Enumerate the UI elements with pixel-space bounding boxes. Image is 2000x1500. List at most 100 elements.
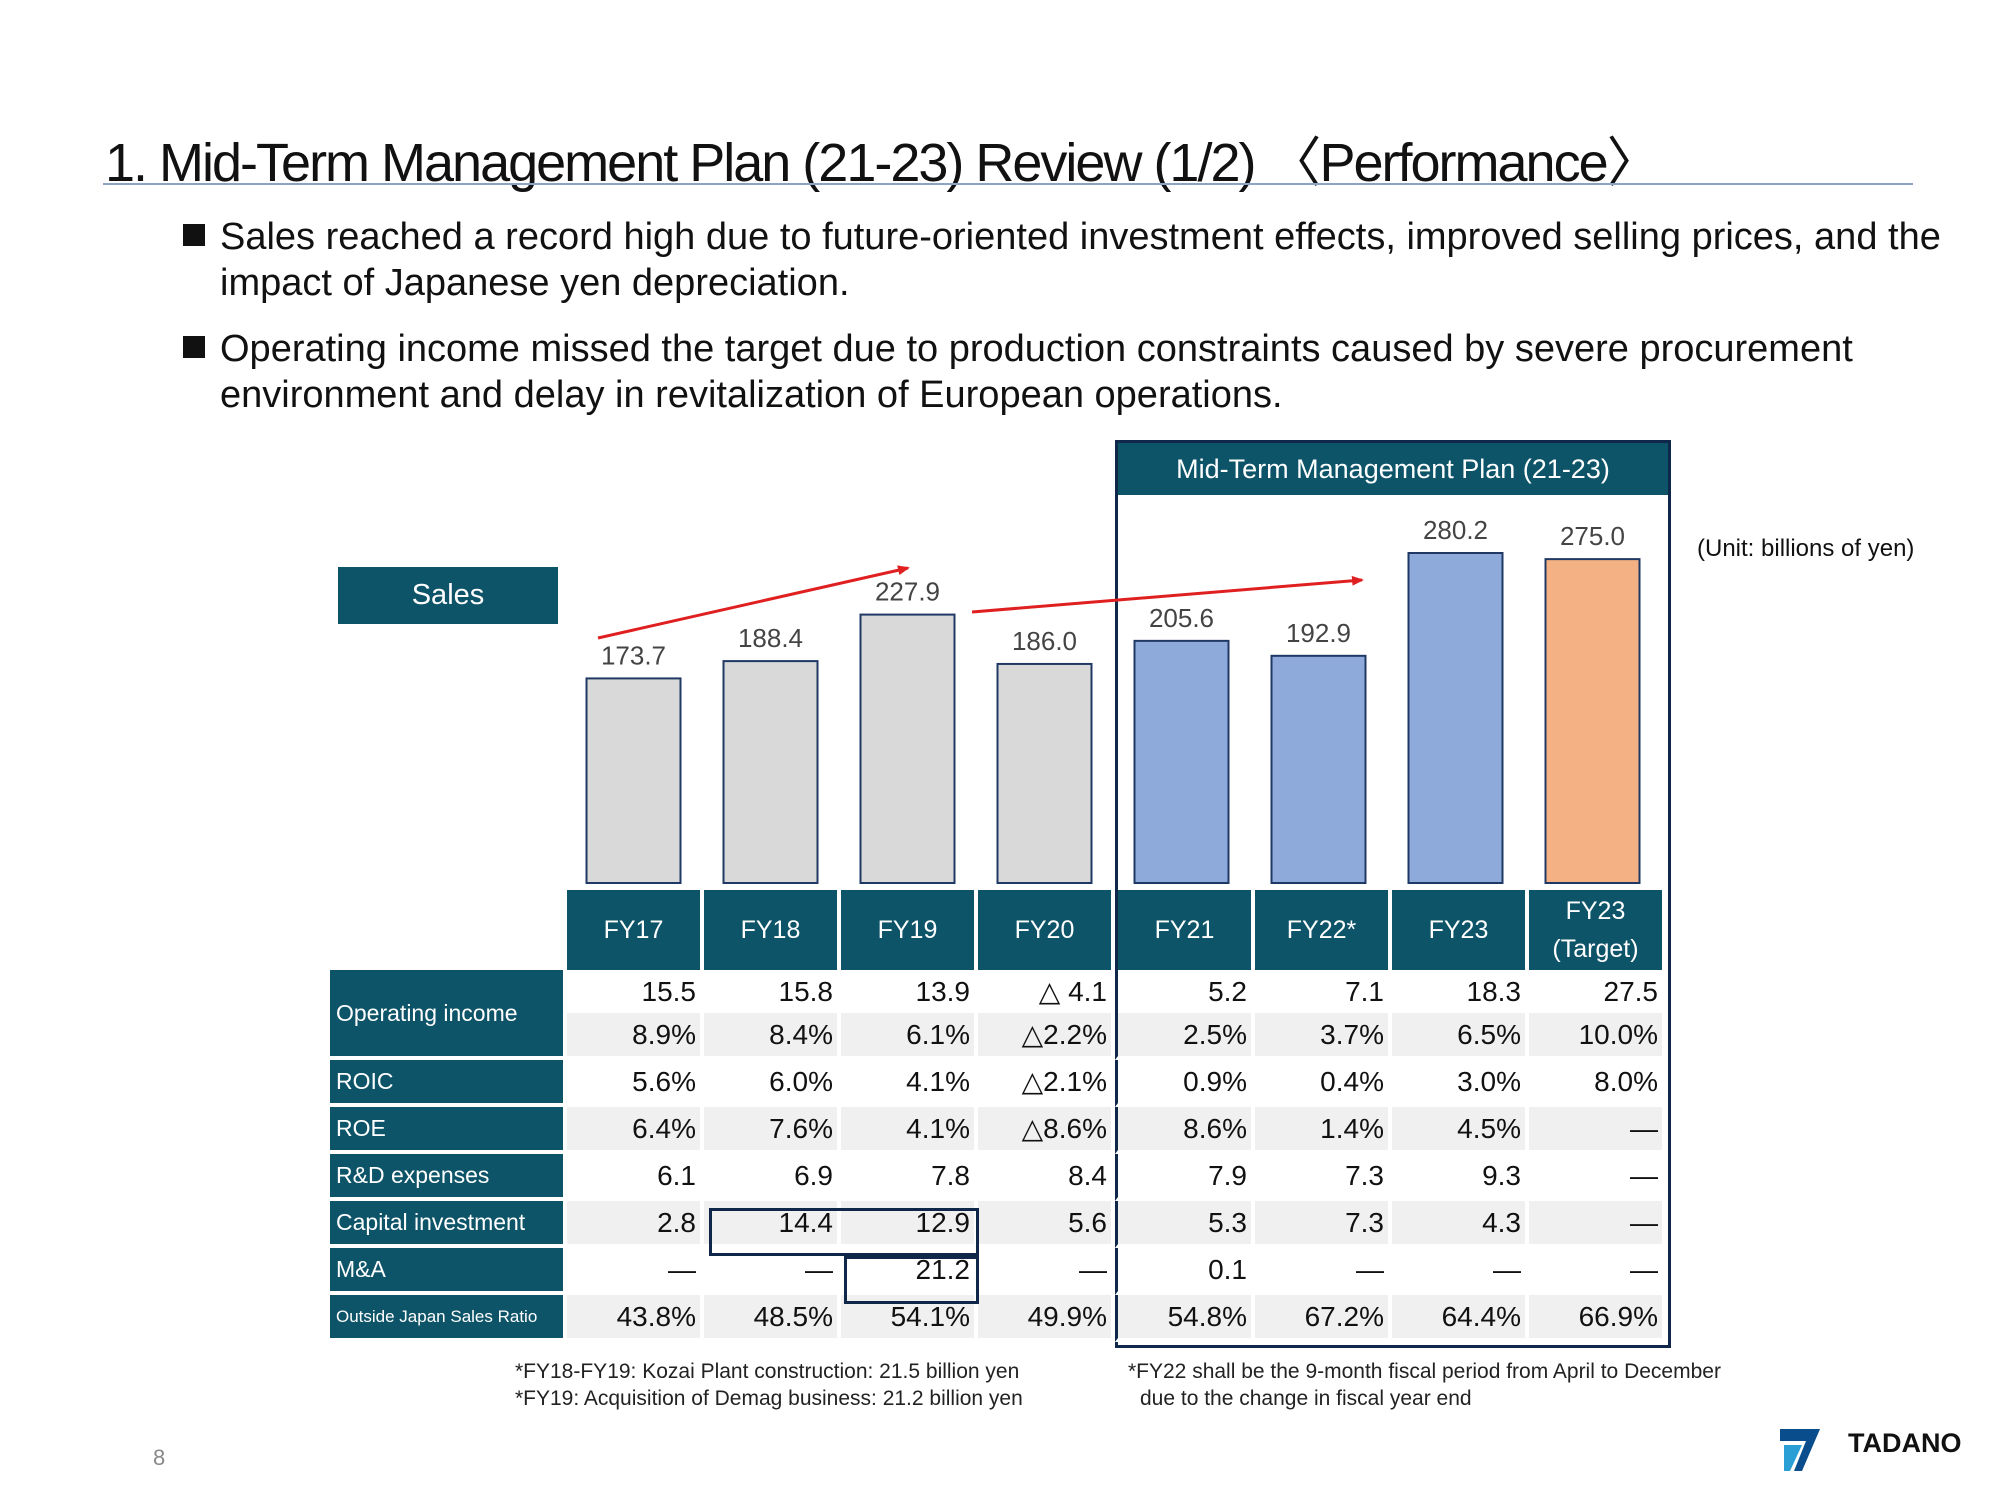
financial-table: FY17 FY18 FY19 FY20 FY21 FY22* FY23 FY23 (Target… [330,890,1666,1342]
table-cell: 4.1% [841,1107,978,1154]
table-cell: 0.1 [1115,1248,1255,1295]
column-header-label: FY22* [1286,916,1357,944]
bar-value-label: 205.6 [1149,603,1214,633]
table-cell: ― [1529,1107,1666,1154]
table-cell: 3.0% [1392,1060,1529,1107]
table-cell: 8.4% [704,1013,841,1060]
table-cell: 3.7% [1255,1013,1392,1060]
table-cell: 54.1% [841,1295,978,1342]
column-header-label: FY19 [877,916,938,944]
table-cell: 6.5% [1392,1013,1529,1060]
title-divider [103,183,1913,185]
sales-bar [1544,558,1641,884]
row-label: Operating income [330,970,567,1060]
table-cell: 14.4 [704,1201,841,1248]
column-header-label: FY17 [603,916,664,944]
table-cell: 0.9% [1115,1060,1255,1107]
column-header: FY23 (Target) [1529,890,1666,970]
table-cell: 6.9 [704,1154,841,1201]
table-cell: 8.0% [1529,1060,1666,1107]
table-cell: △2.2% [978,1013,1115,1060]
bullet-item: Operating income missed the target due t… [183,326,1943,418]
footnote-line: *FY18-FY19: Kozai Plant construction: 21… [515,1360,1020,1383]
table-cell: 4.3 [1392,1201,1529,1248]
sales-label: Sales [338,567,558,624]
footnote-line: *FY22 shall be the 9-month fiscal period… [1128,1360,1721,1383]
table-cell: ― [1529,1154,1666,1201]
table-cell: ― [1529,1201,1666,1248]
column-header-label: FY23 [1428,916,1489,944]
table-cell: 15.8 [704,970,841,1013]
square-bullet-icon [183,224,205,246]
table-cell: 12.9 [841,1201,978,1248]
table-cell: 2.8 [567,1201,704,1248]
table-cell: 43.8% [567,1295,704,1342]
table-cell: ― [1255,1248,1392,1295]
table-cell: 48.5% [704,1295,841,1342]
table-cell: 5.3 [1115,1201,1255,1248]
table-cell: 10.0% [1529,1013,1666,1060]
table-row: ROE 6.4% 7.6% 4.1% △8.6% 8.6% 1.4% 4.5% ― [330,1107,1666,1154]
table-cell: 5.6 [978,1201,1115,1248]
bar-value-label: 280.2 [1423,515,1488,545]
table-cell: 6.1 [567,1154,704,1201]
column-header-sublabel: (Target) [1552,935,1639,963]
table-cell: 8.6% [1115,1107,1255,1154]
table-cell: 66.9% [1529,1295,1666,1342]
trend-arrow [971,575,1364,614]
bar-value-label: 275.0 [1560,521,1625,551]
column-header: FY19 [841,890,978,970]
table-cell: 1.4% [1255,1107,1392,1154]
table-cell: 21.2 [841,1248,978,1295]
sales-bar [585,677,682,885]
table-row: M&A ― ― 21.2 ― 0.1 ― ― ― [330,1248,1666,1295]
logo-text: TADANO [1848,1428,1962,1458]
table-cell: 18.3 [1392,970,1529,1013]
table-cell: ― [704,1248,841,1295]
table-cell: 8.9% [567,1013,704,1060]
unit-note: (Unit: billions of yen) [1697,535,1915,562]
row-label: M&A [330,1248,567,1295]
table-row: Capital investment 2.8 14.4 12.9 5.6 5.3 7.3 4.… [330,1201,1666,1248]
row-label: R&D expenses [330,1154,567,1201]
table-cell: 9.3 [1392,1154,1529,1201]
bar-value-label: 192.9 [1286,618,1351,648]
sales-bar [1133,639,1230,884]
table-cell: 67.2% [1255,1295,1392,1342]
table-cell: 6.0% [704,1060,841,1107]
table-cell: 7.3 [1255,1154,1392,1201]
bar-value-label: 188.4 [738,623,803,653]
table-cell: △ 4.1 [978,970,1115,1013]
table-cell: 0.4% [1255,1060,1392,1107]
table-cell: 4.5% [1392,1107,1529,1154]
table-cell: △2.1% [978,1060,1115,1107]
bullet-item: Sales reached a record high due to futur… [183,214,1943,306]
table-cell: 7.1 [1255,970,1392,1013]
column-header-label: FY20 [1014,916,1075,944]
square-bullet-icon [183,336,205,358]
row-label: Outside Japan Sales Ratio [330,1295,567,1342]
table-cell: 54.8% [1115,1295,1255,1342]
table-cell: 7.6% [704,1107,841,1154]
table-cell: 7.9 [1115,1154,1255,1201]
table-row: ROIC 5.6% 6.0% 4.1% △2.1% 0.9% 0.4% 3.0% 8.0% [330,1060,1666,1107]
table-cell: 27.5 [1529,970,1666,1013]
trend-arrow [597,565,910,640]
table-row: Operating income 15.5 15.8 13.9 △ 4.1 5.2 7.1 1… [330,970,1666,1060]
footnote-right: *FY22 shall be the 9-month fiscal period… [1128,1358,1721,1412]
page-number: 8 [153,1445,166,1470]
column-header: FY20 [978,890,1115,970]
sales-bar-chart: 173.7 188.4 227.9 186.0 205.6 192.9 280.2 275.0 [585,515,1641,885]
bar-value-label: 227.9 [875,577,940,607]
row-label: Capital investment [330,1201,567,1248]
column-header: FY17 [567,890,704,970]
table-cell: 8.4 [978,1154,1115,1201]
table-cell: 2.5% [1115,1013,1255,1060]
table-cell: ― [978,1248,1115,1295]
table-cell: 64.4% [1392,1295,1529,1342]
table-cell: 4.1% [841,1060,978,1107]
table-cell: 6.4% [567,1107,704,1154]
sales-bar [996,662,1093,885]
table-cell: ― [1529,1248,1666,1295]
column-header: FY23 [1392,890,1529,970]
